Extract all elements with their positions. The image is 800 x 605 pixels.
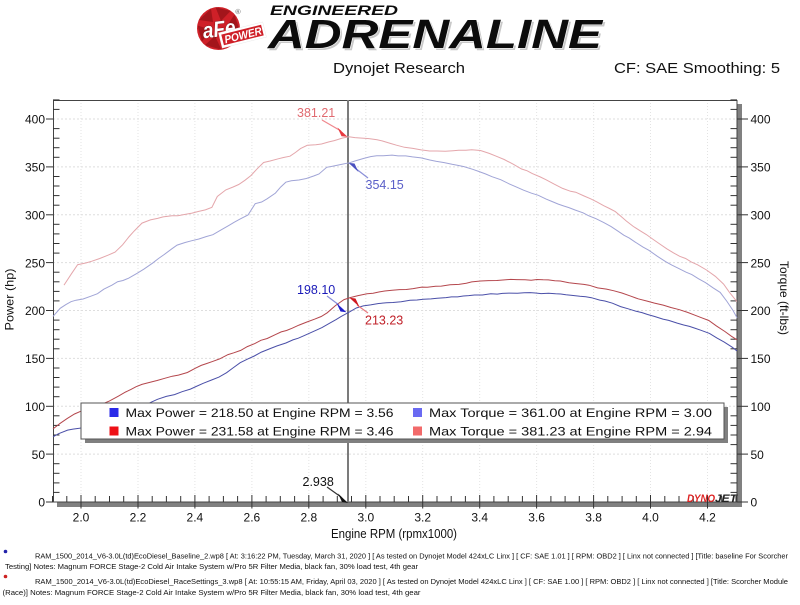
svg-text:100: 100 <box>25 400 45 414</box>
svg-text:Testing] Notes: Magnum FORCE: Testing] Notes: Magnum FORCE Stage-2 Col… <box>5 562 419 571</box>
svg-text:3.8: 3.8 <box>585 511 602 525</box>
svg-text:4.2: 4.2 <box>699 511 716 525</box>
svg-text:198.10: 198.10 <box>297 283 335 297</box>
svg-text:300: 300 <box>25 209 45 223</box>
svg-text:3.0: 3.0 <box>357 511 374 525</box>
svg-text:50: 50 <box>751 448 765 462</box>
svg-text:354.15: 354.15 <box>366 178 404 192</box>
svg-text:2.6: 2.6 <box>244 511 261 525</box>
svg-text:3.2: 3.2 <box>414 511 431 525</box>
svg-text:400: 400 <box>751 113 771 127</box>
svg-text:4.0: 4.0 <box>642 511 659 525</box>
svg-text:Max Torque = 361.00 at Engine: Max Torque = 361.00 at Engine RPM = 3.00 <box>429 406 712 420</box>
svg-text:3.4: 3.4 <box>471 511 488 525</box>
svg-text:ENGINEERED: ENGINEERED <box>270 3 398 18</box>
svg-text:0: 0 <box>751 496 758 510</box>
svg-text:300: 300 <box>751 209 771 223</box>
svg-text:Torque (ft-lbs): Torque (ft-lbs) <box>777 261 791 335</box>
svg-text:200: 200 <box>25 304 45 318</box>
svg-text:DYNO: DYNO <box>687 493 715 505</box>
svg-text:250: 250 <box>25 256 45 270</box>
svg-text:ADRENALINE: ADRENALINE <box>269 13 606 59</box>
svg-text:(Race)] Notes: Magnum FORCE S: (Race)] Notes: Magnum FORCE Stage-2 Cold… <box>3 588 422 597</box>
svg-text:50: 50 <box>32 448 46 462</box>
svg-text:100: 100 <box>751 400 771 414</box>
svg-text:Max Torque = 381.23 at Engine: Max Torque = 381.23 at Engine RPM = 2.94 <box>429 425 712 439</box>
svg-text:2.0: 2.0 <box>73 511 90 525</box>
svg-text:RAM_1500_2014_V6-3.0L(td)EcoDi: RAM_1500_2014_V6-3.0L(td)EcoDiesel_Basel… <box>35 552 789 561</box>
svg-text:3.6: 3.6 <box>528 511 545 525</box>
svg-text:2.8: 2.8 <box>300 511 317 525</box>
svg-text:150: 150 <box>751 352 771 366</box>
svg-text:CF: SAE Smoothing: 5: CF: SAE Smoothing: 5 <box>614 60 780 77</box>
svg-text:2.938: 2.938 <box>303 475 334 489</box>
svg-text:ADRENALINE: ADRENALINE <box>267 11 604 57</box>
svg-text:213.23: 213.23 <box>365 314 403 328</box>
svg-text:350: 350 <box>751 161 771 175</box>
svg-text:RAM_1500_2014_V6-3.0L(td)EcoDi: RAM_1500_2014_V6-3.0L(td)EcoDiesel_RaceS… <box>35 577 788 586</box>
svg-text:Engine RPM (rpmx1000): Engine RPM (rpmx1000) <box>331 526 457 541</box>
svg-text:Dynojet Research: Dynojet Research <box>333 60 465 77</box>
svg-text:0: 0 <box>38 496 45 510</box>
svg-text:400: 400 <box>25 113 45 127</box>
svg-text:350: 350 <box>25 161 45 175</box>
svg-text:R: R <box>237 9 240 14</box>
svg-text:2.4: 2.4 <box>187 511 204 525</box>
svg-text:Power (hp): Power (hp) <box>3 268 17 330</box>
svg-text:150: 150 <box>25 352 45 366</box>
svg-text:250: 250 <box>751 256 771 270</box>
svg-text:JET: JET <box>715 493 738 505</box>
svg-text:Max Power = 231.58 at Engine R: Max Power = 231.58 at Engine RPM = 3.46 <box>126 425 394 439</box>
svg-text:Max Power = 218.50 at Engine R: Max Power = 218.50 at Engine RPM = 3.56 <box>126 406 394 420</box>
svg-text:2.2: 2.2 <box>130 511 147 525</box>
svg-text:200: 200 <box>751 304 771 318</box>
svg-text:381.21: 381.21 <box>297 106 335 120</box>
